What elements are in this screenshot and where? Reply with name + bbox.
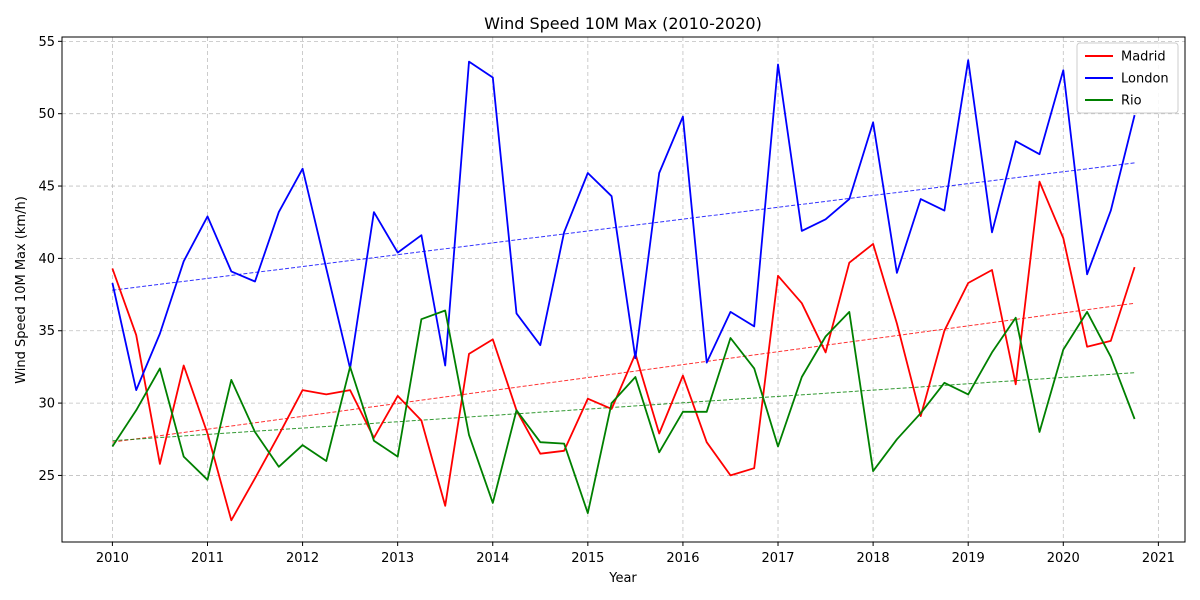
legend-label-london: London (1121, 72, 1169, 87)
y-tick-label: 45 (38, 180, 55, 195)
london-series-line (111, 59, 1136, 392)
y-tick-label: 25 (38, 469, 55, 484)
y-tick-label: 40 (38, 252, 55, 267)
x-tick-label: 2011 (191, 551, 224, 566)
x-tick-label: 2013 (381, 551, 414, 566)
x-axis-label: Year (608, 571, 637, 586)
y-tick-label: 30 (38, 397, 55, 412)
x-tick-label: 2010 (96, 551, 129, 566)
plot-area (61, 36, 1186, 543)
y-tick-label: 50 (38, 107, 55, 122)
x-tick-label: 2017 (761, 551, 794, 566)
trend-lines (112, 162, 1135, 443)
x-tick-label: 2012 (286, 551, 319, 566)
london-trend-line (112, 162, 1135, 291)
y-tick-label: 55 (38, 35, 55, 50)
series-lines (111, 59, 1136, 522)
x-tick-label: 2021 (1142, 551, 1175, 566)
grid (62, 37, 1185, 542)
legend-label-madrid: Madrid (1121, 50, 1166, 65)
y-axis: 25 30 35 40 45 50 55 (38, 35, 62, 484)
x-tick-label: 2016 (666, 551, 699, 566)
x-tick-label: 2020 (1047, 551, 1080, 566)
x-axis: 2010 2011 2012 2013 2014 2015 2016 2017 2018 2019… (96, 542, 1175, 566)
rio-series-line (111, 309, 1136, 514)
legend-box (1076, 42, 1179, 114)
x-tick-label: 2018 (857, 551, 890, 566)
madrid-trend-line (112, 302, 1135, 443)
madrid-series-line (111, 180, 1136, 522)
x-tick-label: 2019 (952, 551, 985, 566)
y-axis-label: Wind Speed 10M Max (km/h) (14, 196, 29, 384)
y-tick-label: 35 (38, 324, 55, 339)
x-tick-label: 2014 (476, 551, 509, 566)
x-tick-label: 2015 (571, 551, 604, 566)
rio-trend-line (112, 372, 1135, 442)
chart-title: Wind Speed 10M Max (2010-2020) (484, 14, 762, 33)
legend-label-rio: Rio (1121, 94, 1142, 109)
legend: Madrid London Rio (1076, 42, 1179, 114)
